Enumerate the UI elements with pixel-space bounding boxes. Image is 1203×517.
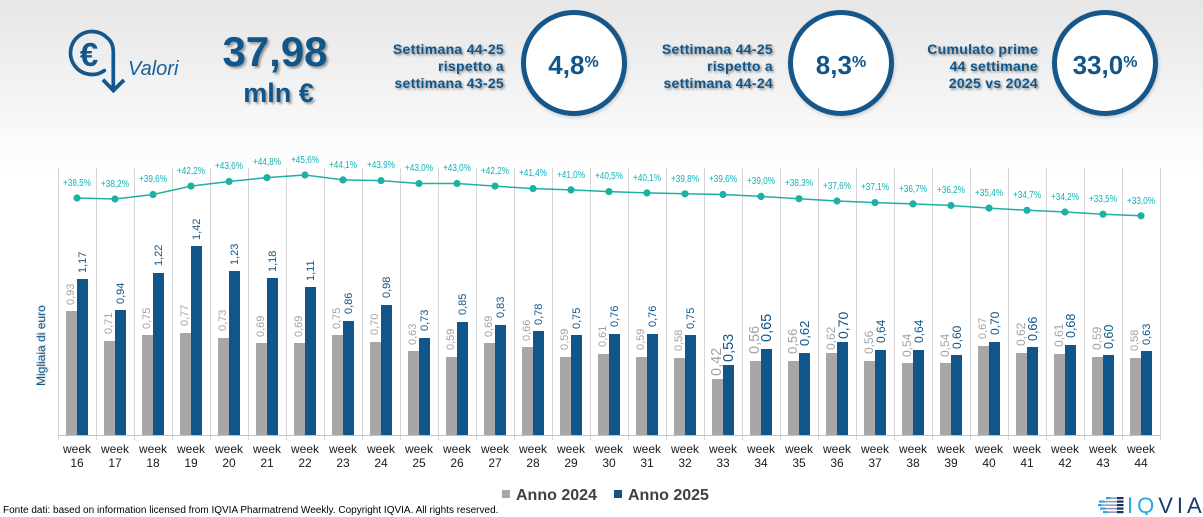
svg-text:IQVIA: IQVIA (1127, 495, 1203, 515)
svg-text:€: € (80, 36, 98, 73)
